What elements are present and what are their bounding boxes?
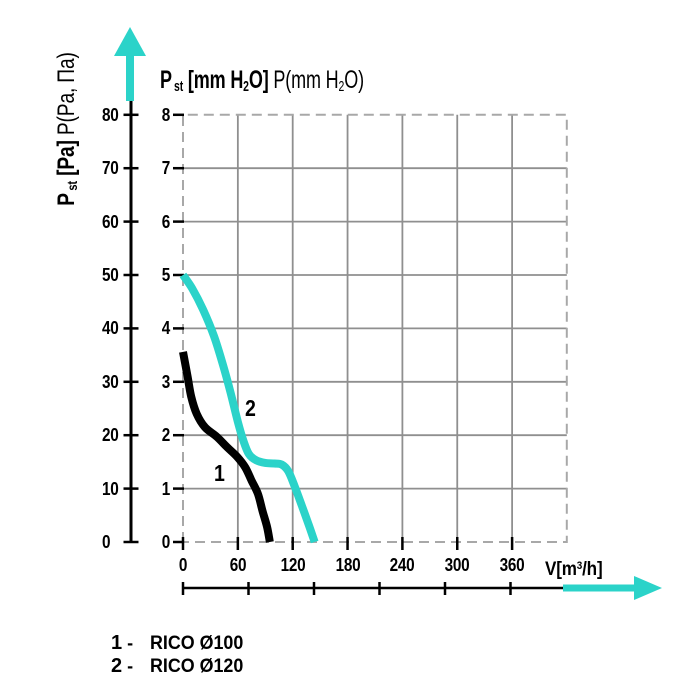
- x-tick-label-360: 360: [499, 555, 525, 575]
- title-part: O): [344, 66, 364, 94]
- x-axis-arrow-shaft: [563, 584, 634, 592]
- curve-label-1: 1: [214, 460, 226, 487]
- y-axis-arrow-shaft: [126, 53, 134, 101]
- mm-tick-label-3: 3: [161, 371, 171, 392]
- curve-label-2: 2: [244, 394, 256, 421]
- title-part: [Pa]: [53, 140, 80, 182]
- title-part: V[m: [545, 559, 577, 581]
- x-tick-label-300: 300: [444, 555, 470, 575]
- mm-tick-label-6: 6: [161, 211, 171, 232]
- y-axis-arrow-head: [114, 27, 146, 56]
- title-part: 3: [576, 560, 583, 572]
- x-tick-label-0: 0: [178, 555, 188, 575]
- mm-tick-label-1: 1: [161, 478, 171, 499]
- pa-tick-label-60: 60: [102, 211, 119, 232]
- pa-tick-label-50: 50: [102, 265, 119, 285]
- legend-label: RICO Ø120: [150, 656, 244, 677]
- legend-item-1: 1- RICO Ø100: [111, 632, 249, 655]
- title-part: P: [160, 66, 172, 94]
- pa-tick-label-30: 30: [102, 371, 119, 392]
- curve-2: [179, 272, 319, 544]
- curve-1: [179, 351, 274, 543]
- pa-tick-label-10: 10: [102, 478, 119, 499]
- pa-tick-label-0: 0: [102, 532, 111, 552]
- plot-border-dashed: [182, 113, 568, 543]
- title-part: P: [53, 193, 80, 206]
- mm-tick-label-5: 5: [161, 265, 171, 285]
- legend-item-2: 2- RICO Ø120: [111, 655, 249, 678]
- pa-tick-label-70: 70: [102, 158, 119, 179]
- mm-tick-label-4: 4: [161, 318, 171, 339]
- title-part: st: [64, 181, 81, 191]
- x-tick-label-60: 60: [229, 555, 247, 575]
- x-axis-arrow-head: [634, 576, 662, 600]
- title-part: 2: [338, 79, 345, 96]
- title-part: P(Pa, Па): [53, 52, 80, 141]
- title-part: [mm H: [183, 66, 244, 94]
- pa-tick-label-40: 40: [102, 318, 119, 339]
- x-axis-title: V[m3/h]: [545, 556, 603, 581]
- title-part: /h]: [582, 559, 603, 581]
- mm-tick-label-0: 0: [161, 532, 171, 552]
- pa-tick-label-80: 80: [102, 104, 119, 125]
- x-tick-label-240: 240: [389, 555, 415, 575]
- x-tick-label-120: 120: [280, 555, 306, 575]
- legend: 1- RICO Ø100 2- RICO Ø120: [111, 632, 249, 678]
- legend-number: 2: [111, 655, 123, 677]
- legend-label: RICO Ø100: [150, 633, 244, 654]
- title-part: P(mm H: [268, 66, 339, 94]
- mm-tick-label-7: 7: [161, 158, 171, 179]
- x-tick-label-180: 180: [335, 555, 360, 575]
- title-part: st: [174, 79, 184, 96]
- title-part: O]: [248, 66, 269, 94]
- legend-dash: -: [127, 633, 134, 653]
- legend-dash: -: [127, 656, 134, 676]
- title-part: 2: [243, 79, 249, 96]
- mm-tick-label-2: 2: [161, 425, 171, 446]
- pa-tick-label-20: 20: [102, 425, 119, 446]
- mm-tick-label-8: 8: [161, 104, 171, 125]
- legend-number: 1: [111, 632, 123, 654]
- left-axis-title: Pst [Pa] P(Pa, Па): [53, 49, 81, 209]
